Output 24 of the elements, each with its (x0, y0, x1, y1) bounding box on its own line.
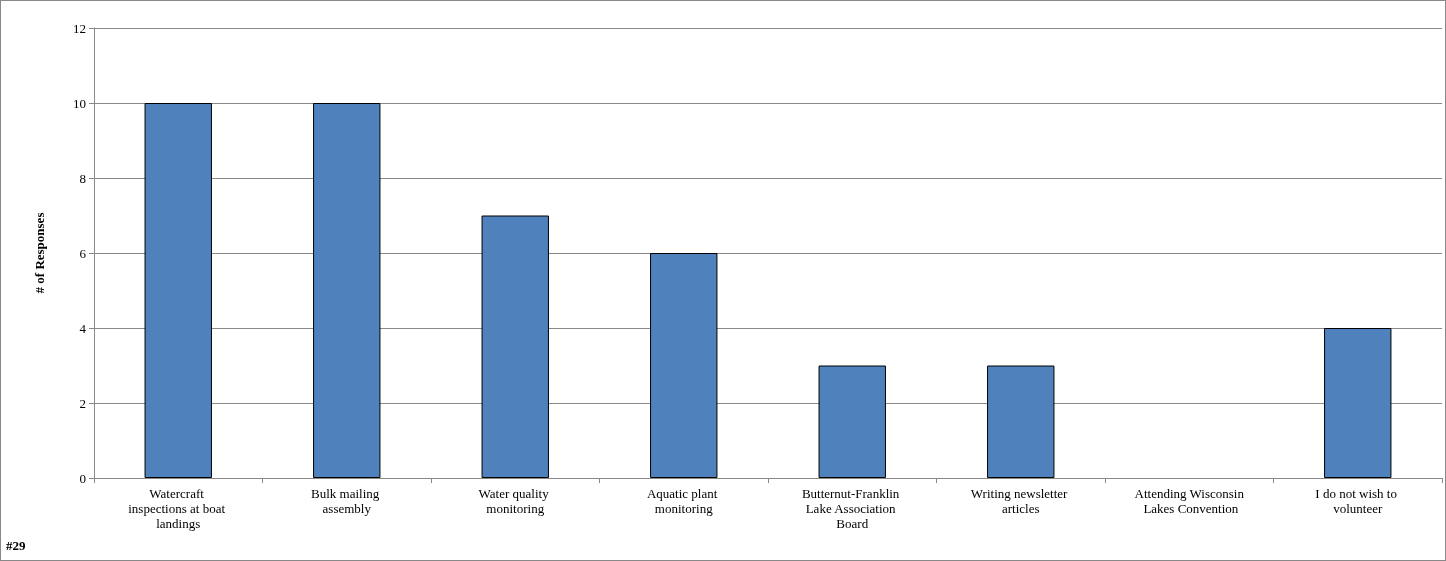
y-tick-label: 0 (79, 470, 86, 486)
x-tick-label: Attending Wisconsin Lakes Convention (1134, 486, 1245, 516)
y-tick-label: 12 (73, 20, 86, 36)
bar (481, 215, 549, 478)
x-tick-label: I do not wish to volunteer (1315, 486, 1401, 516)
bar (313, 103, 381, 478)
y-tick-label: 4 (79, 320, 87, 336)
y-tick-label: 2 (79, 395, 86, 411)
y-tick-label: 10 (73, 95, 86, 111)
x-tick-label: Bulk mailing assembly (311, 486, 383, 516)
x-tick-label: Water quality monitoring (478, 486, 552, 516)
bar (144, 103, 212, 478)
x-tick-label: Watercraft inspections at boat landings (128, 486, 229, 531)
y-tick-label: 8 (79, 170, 86, 186)
bar (818, 365, 886, 478)
y-tick-label: 6 (79, 245, 87, 261)
bar (1324, 328, 1392, 478)
x-tick-label: Butternut-Franklin Lake Association Board (801, 486, 903, 531)
x-tick-label: Writing newsletter articles (970, 486, 1071, 516)
bar (650, 253, 718, 478)
bar (987, 365, 1055, 478)
x-tick-label: Aquatic plant monitoring (646, 486, 721, 516)
text: #29 (6, 538, 26, 553)
y-axis-title: # of Responses (32, 212, 47, 294)
